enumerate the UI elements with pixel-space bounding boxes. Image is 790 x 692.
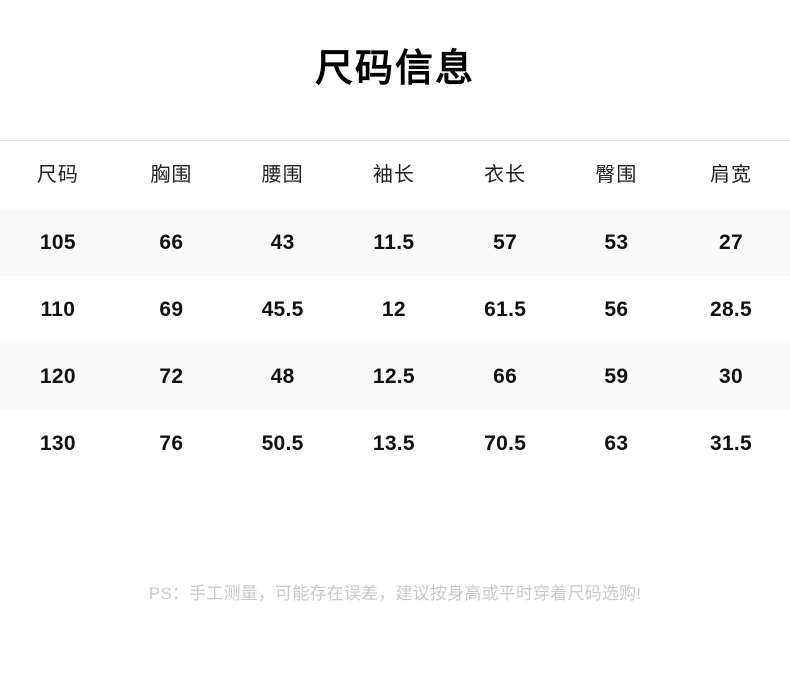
cell-waist: 45.5 <box>261 298 304 321</box>
cell-garment-length: 61.5 <box>484 298 527 321</box>
cell-hip: 63 <box>604 432 629 455</box>
cell-size: 105 <box>39 231 76 254</box>
cell-bust: 76 <box>159 432 184 455</box>
cell-size: 120 <box>39 365 76 388</box>
column-header-garment-length: 衣长 <box>484 164 527 186</box>
page-title: 尺码信息 <box>314 48 475 90</box>
cell-sleeve-length: 12.5 <box>372 365 415 388</box>
table-row: 120 72 48 12.5 66 59 30 <box>0 343 790 410</box>
cell-waist: 50.5 <box>261 432 304 455</box>
cell-waist: 48 <box>270 365 295 388</box>
cell-size: 110 <box>40 298 76 321</box>
cell-hip: 59 <box>604 365 629 388</box>
cell-waist: 43 <box>270 231 295 254</box>
cell-sleeve-length: 11.5 <box>373 231 415 254</box>
column-header-waist: 腰围 <box>261 164 304 186</box>
cell-shoulder-width: 28.5 <box>709 298 753 321</box>
measurement-disclaimer: PS：手工测量，可能存在误差，建议按身高或平时穿着尺码选购! <box>148 584 642 603</box>
size-table: 尺码 胸围 腰围 袖长 衣长 臀围 肩宽 105 66 43 11.5 57 5… <box>0 141 790 477</box>
column-header-shoulder-width: 肩宽 <box>710 164 753 186</box>
cell-garment-length: 66 <box>493 365 518 388</box>
cell-sleeve-length: 12 <box>381 298 406 321</box>
header-divider <box>0 140 790 141</box>
title-block: 尺码信息 <box>0 0 790 92</box>
column-header-hip: 臀围 <box>595 164 638 186</box>
cell-size: 130 <box>39 432 76 455</box>
cell-garment-length: 70.5 <box>484 432 527 455</box>
table-row: 105 66 43 11.5 57 53 27 <box>0 209 790 276</box>
cell-shoulder-width: 27 <box>719 231 743 254</box>
cell-shoulder-width: 31.5 <box>709 432 753 455</box>
table-row: 110 69 45.5 12 61.5 56 28.5 <box>0 276 790 343</box>
table-row: 130 76 50.5 13.5 70.5 63 31.5 <box>0 410 790 477</box>
table-header-row: 尺码 胸围 腰围 袖长 衣长 臀围 肩宽 <box>0 141 790 209</box>
cell-bust: 66 <box>159 231 184 254</box>
column-header-sleeve-length: 袖长 <box>372 164 415 186</box>
cell-shoulder-width: 30 <box>719 365 743 388</box>
cell-hip: 56 <box>604 298 629 321</box>
cell-garment-length: 57 <box>493 231 518 254</box>
column-header-size: 尺码 <box>36 164 79 186</box>
cell-bust: 72 <box>159 365 184 388</box>
cell-sleeve-length: 13.5 <box>372 432 415 455</box>
column-header-bust: 胸围 <box>150 164 193 186</box>
cell-bust: 69 <box>159 298 184 321</box>
cell-hip: 53 <box>604 231 629 254</box>
